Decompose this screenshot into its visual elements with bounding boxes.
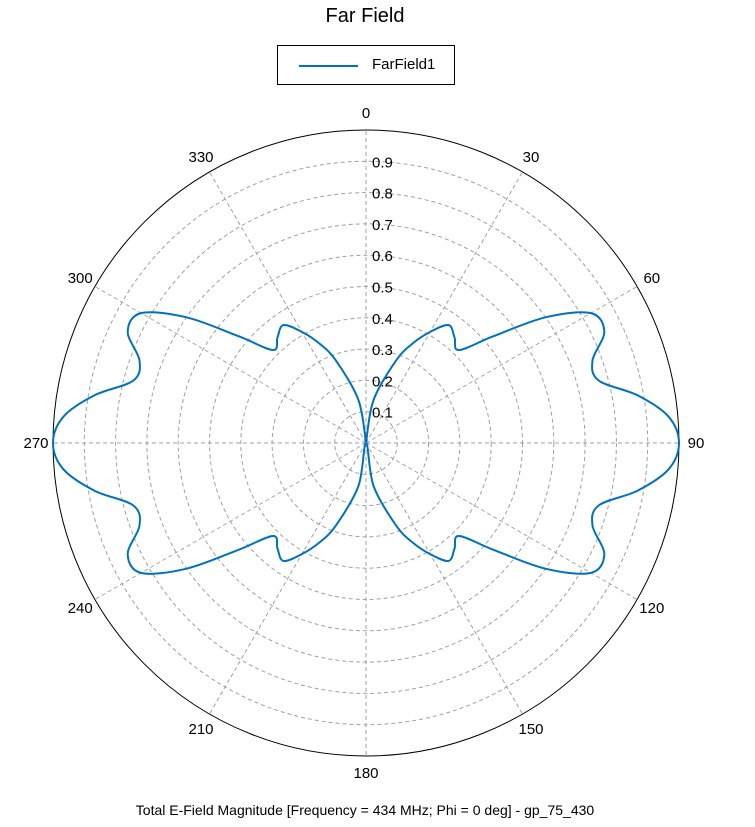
grid-spoke-150 (365, 442, 523, 715)
grid-circle-0.4 (240, 317, 492, 569)
radial-tick-label-0.4: 0.4 (372, 311, 393, 328)
angle-tick-label-300: 300 (68, 270, 93, 287)
legend: FarField1 (277, 45, 455, 85)
angle-tick-label-330: 330 (188, 149, 213, 166)
grid-circle-0.2 (302, 379, 430, 507)
angle-tick-label-210: 210 (188, 721, 213, 738)
radial-tick-label-0.7: 0.7 (372, 217, 393, 234)
radial-tick-label-0.3: 0.3 (372, 342, 393, 359)
grid-spoke-120 (365, 442, 638, 600)
angle-tick-label-180: 180 (353, 765, 378, 782)
angle-tick-label-270: 270 (23, 435, 48, 452)
grid-spoke-30 (365, 171, 523, 444)
angle-tick-label-30: 30 (523, 149, 540, 166)
legend-label: FarField1 (372, 56, 436, 73)
angle-tick-label-240: 240 (68, 600, 93, 617)
chart-footer-caption: Total E-Field Magnitude [Frequency = 434… (135, 802, 595, 818)
grid-spoke-240 (94, 442, 367, 600)
grid-spoke-60 (365, 286, 638, 444)
legend-line-swatch (299, 65, 358, 67)
angle-tick-label-0: 0 (362, 105, 370, 122)
radial-tick-label-0.9: 0.9 (372, 154, 393, 171)
radial-tick-label-0.8: 0.8 (372, 186, 393, 203)
radial-tick-label-0.5: 0.5 (372, 280, 393, 297)
grid-spoke-330 (209, 171, 367, 444)
radial-tick-label-0.1: 0.1 (372, 405, 393, 422)
grid-circle-0.6 (177, 254, 555, 632)
angle-tick-label-90: 90 (688, 435, 705, 452)
angle-tick-label-150: 150 (518, 721, 543, 738)
grid-circle-0.8 (115, 192, 617, 694)
radial-tick-label-0.6: 0.6 (372, 248, 393, 265)
grid-spoke-300 (94, 286, 367, 444)
grid-spoke-210 (209, 442, 367, 715)
series-line-FarField1 (52, 311, 680, 575)
angle-tick-label-120: 120 (639, 600, 664, 617)
chart-title: Far Field (325, 5, 405, 27)
angle-tick-label-60: 60 (643, 270, 660, 287)
